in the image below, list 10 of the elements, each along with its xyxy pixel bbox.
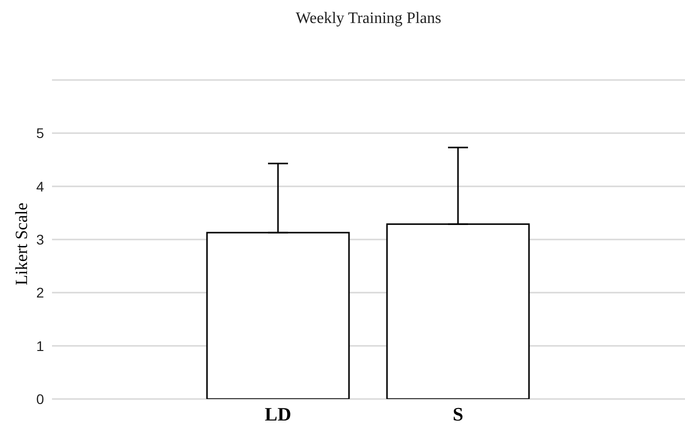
y-tick-label: 2 (36, 284, 44, 301)
chart-title: Weekly Training Plans (294, 10, 442, 28)
y-tick-label: 1 (36, 338, 44, 354)
y-tick-label: 0 (36, 390, 44, 407)
y-tick-label: 5 (36, 125, 44, 142)
y-tick-label: 3 (36, 231, 44, 248)
x-tick-label: LD (264, 404, 292, 426)
x-tick-label: S (452, 404, 464, 426)
y-tick-label: 4 (36, 178, 44, 194)
y-axis-title: Likert Scale (12, 202, 32, 286)
